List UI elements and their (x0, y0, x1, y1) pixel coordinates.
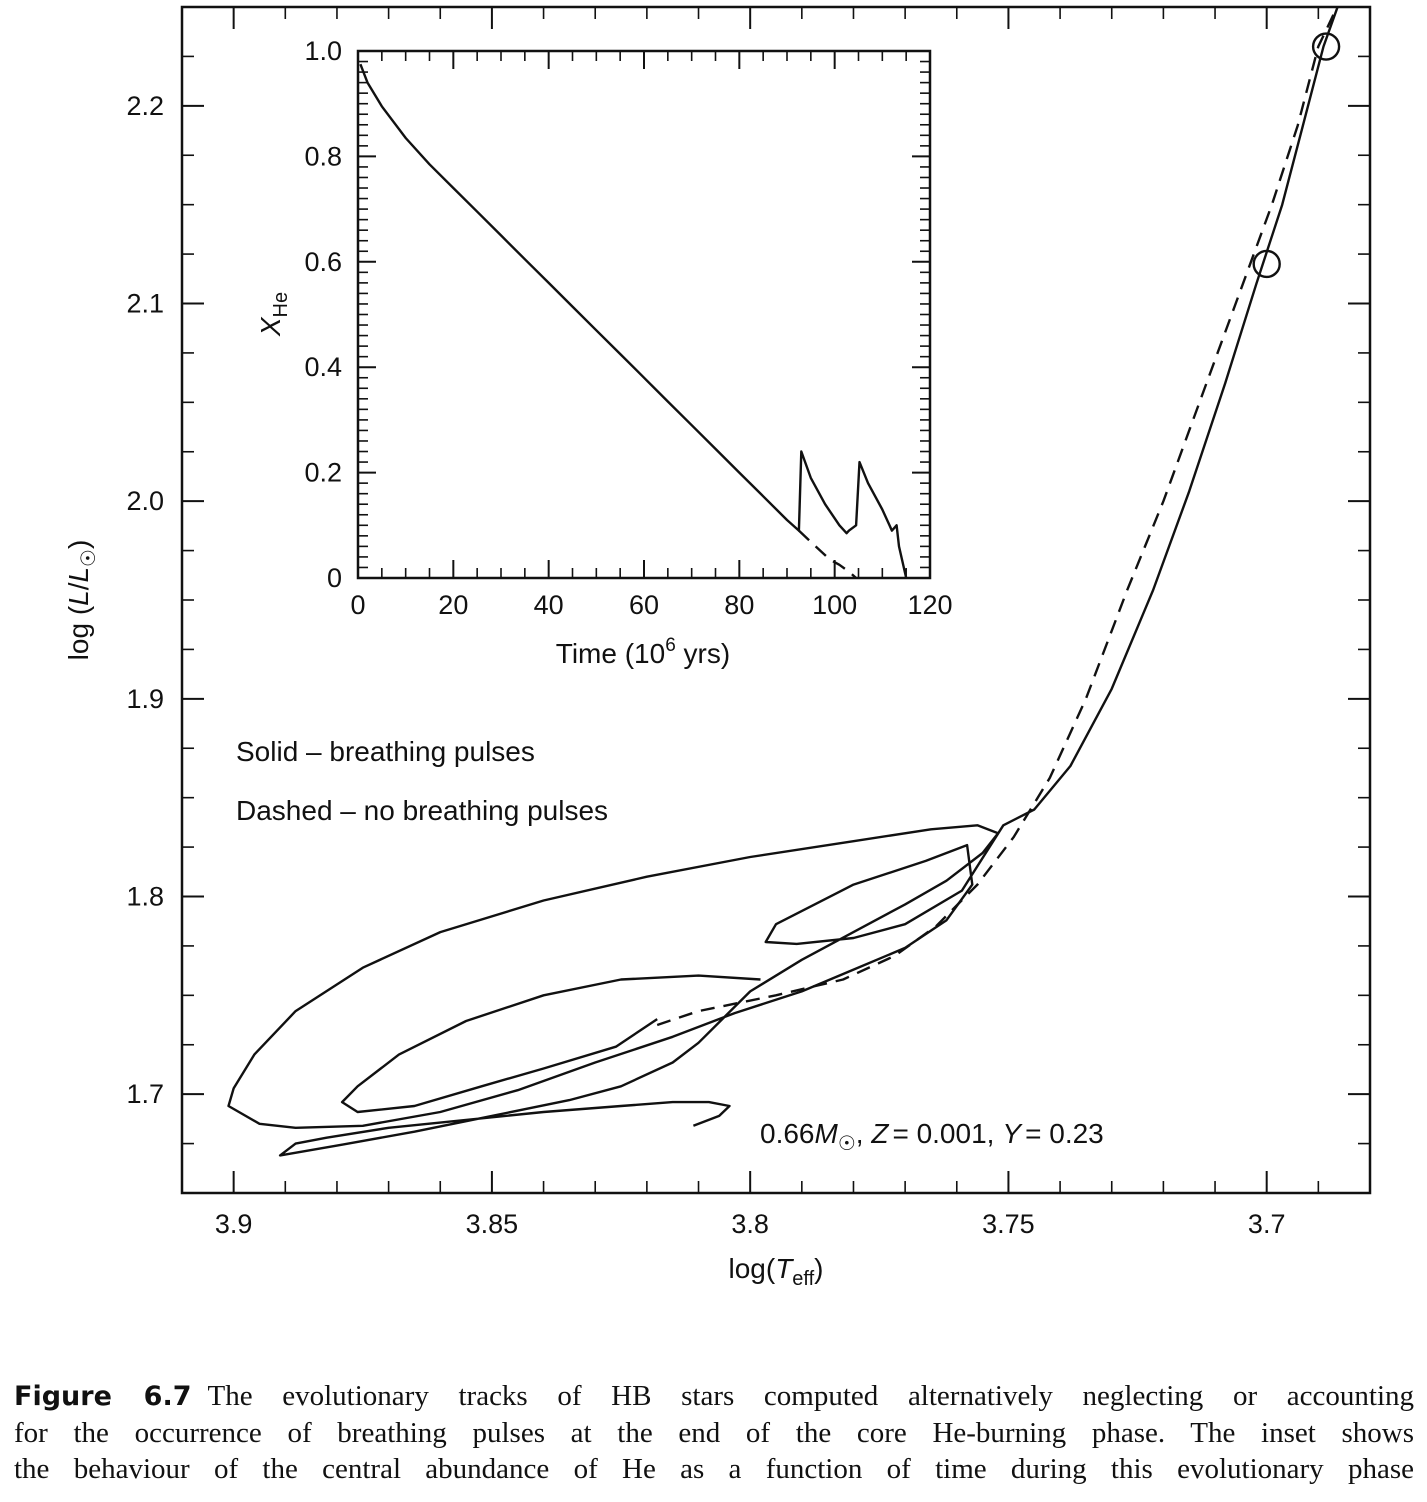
inset-tick-labels: 0 20 40 60 80 100 120 0 0.2 0.4 0.6 0.8 1.0 (304, 36, 952, 620)
z-value: = 0.001, (892, 1118, 994, 1149)
main-ticks (181, 6, 1371, 1194)
main-markers (1252, 32, 1341, 279)
figure-caption: Figure 6.7 The evolutionary tracks of HB … (14, 1378, 1414, 1487)
inset-ticks (357, 50, 931, 579)
caption-line-2: for the occurrence of breathing pulses a… (14, 1417, 1414, 1449)
legend-dashed: Dashed – no breathing pulses (236, 795, 608, 826)
inset-series (359, 63, 908, 578)
inset-y-axis-title: XHe (255, 292, 292, 337)
x-tick-label: 40 (534, 590, 564, 620)
parameter-annotation: 0.66M☉, Z = 0.001, Y = 0.23 (760, 1118, 1104, 1155)
y-tick-label: 0.4 (304, 352, 342, 382)
x-tick-label: 100 (812, 590, 857, 620)
y-value: = 0.23 (1025, 1118, 1104, 1149)
x-tick-label: 3.9 (215, 1209, 253, 1239)
main-y-axis-title: log (L/L☉) (63, 540, 100, 661)
inset-chart: 0 20 40 60 80 100 120 0 0.2 0.4 0.6 0.8 1.0 Time (10… (255, 36, 953, 669)
figure-canvas: 3.9 3.85 3.8 3.75 3.7 1.7 1.8 1.9 2.0 2.1 2.2 log(… (63, 5, 1372, 1290)
x-tick-label: 60 (629, 590, 659, 620)
solid-track-line (227, 7, 1339, 1157)
inset-plot-frame (356, 49, 932, 580)
x-tick-label: 80 (724, 590, 754, 620)
y-tick-label: 1.7 (126, 1079, 164, 1109)
z-label: Z (870, 1118, 889, 1149)
y-tick-label: 1.9 (126, 684, 164, 714)
x-tick-label: 0 (350, 590, 365, 620)
hr-diagram-chart: 3.9 3.85 3.8 3.75 3.7 1.7 1.8 1.9 2.0 2.1 2.2 log(… (63, 5, 1372, 1290)
caption-line-3: the behaviour of the central abundance o… (14, 1453, 1414, 1485)
dashed-track-line (656, 7, 1339, 1027)
y-tick-label: 0.2 (304, 458, 342, 488)
y-tick-label: 0.6 (304, 247, 342, 277)
dashed-track-line (798, 529, 857, 578)
y-tick-label: 0 (327, 563, 342, 593)
y-tick-label: 1.0 (304, 36, 342, 66)
y-tick-label: 2.2 (126, 91, 164, 121)
caption-label: Figure 6.7 (14, 1381, 192, 1412)
mass-unit: M (815, 1118, 839, 1149)
main-series (227, 7, 1339, 1157)
main-x-axis-title: log(Teff) (728, 1253, 823, 1290)
mass-value: 0.66 (760, 1118, 815, 1149)
solid-track-line (359, 63, 908, 578)
x-tick-label: 3.75 (982, 1209, 1035, 1239)
x-tick-label: 120 (907, 590, 952, 620)
legend-solid: Solid – breathing pulses (236, 736, 535, 767)
x-tick-label: 3.85 (466, 1209, 519, 1239)
inset-x-axis-title: Time (106 yrs) (556, 635, 730, 669)
x-tick-label: 3.7 (1248, 1209, 1286, 1239)
x-tick-label: 20 (438, 590, 468, 620)
caption-text-1: The evolutionary tracks of HB stars comp… (207, 1380, 1414, 1412)
track-marker-circle (1252, 249, 1281, 279)
y-label: Y (1002, 1118, 1023, 1149)
caption-line-1: Figure 6.7 The evolutionary tracks of HB … (14, 1378, 1414, 1415)
solid-track-line (340, 974, 761, 1114)
main-tick-labels: 3.9 3.85 3.8 3.75 3.7 1.7 1.8 1.9 2.0 2.1 2.2 (126, 91, 1285, 1239)
x-tick-label: 3.8 (731, 1209, 769, 1239)
y-tick-label: 2.0 (126, 486, 164, 516)
track-marker-circle (1311, 32, 1341, 61)
y-tick-label: 2.1 (126, 289, 164, 319)
y-tick-label: 1.8 (126, 882, 164, 912)
y-tick-label: 0.8 (304, 141, 342, 171)
